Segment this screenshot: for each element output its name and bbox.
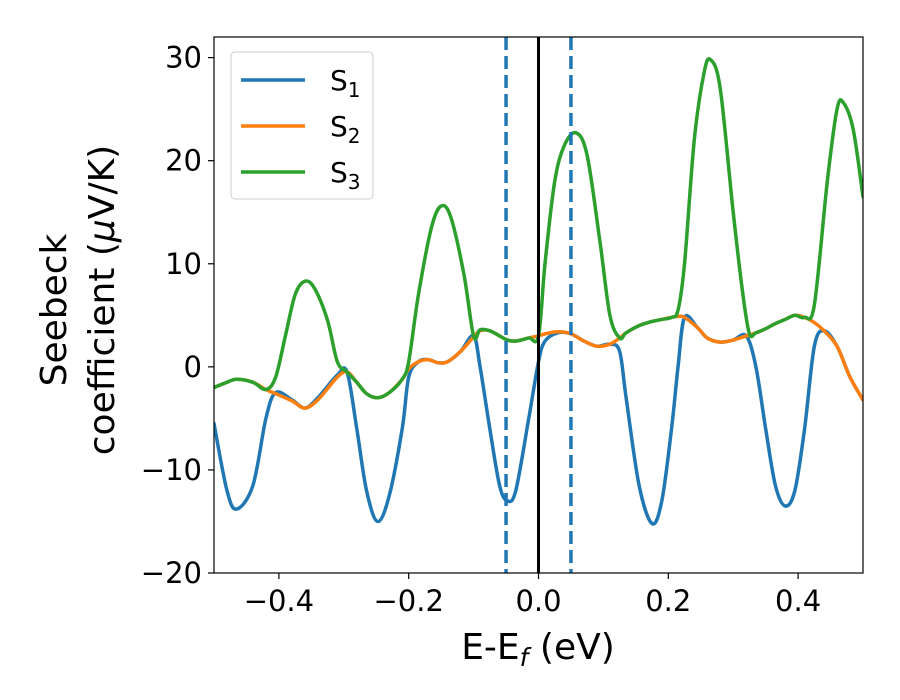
y-axis-ticks: −20 −10 0 10 20 30 [141, 41, 214, 590]
legend-label-s1: S1 [330, 64, 361, 102]
x-axis-ticks: −0.4 −0.2 0.0 0.2 0.4 [244, 573, 821, 618]
y-tick-label: 30 [165, 41, 202, 75]
y-axis-label-line1: Seebeck [34, 233, 75, 386]
x-tick-label: 0.2 [645, 584, 691, 618]
x-tick-label: −0.4 [244, 584, 314, 618]
y-tick-label: −20 [141, 556, 202, 590]
y-tick-label: 20 [165, 144, 202, 178]
x-tick-label: −0.2 [373, 584, 443, 618]
y-tick-label: −10 [141, 453, 202, 487]
reference-lines [504, 37, 573, 573]
legend-label-s2: S2 [330, 110, 361, 148]
x-tick-label: 0.4 [775, 584, 821, 618]
y-tick-label: 0 [184, 350, 202, 384]
series-line-s3 [214, 57, 863, 400]
x-tick-label: 0.0 [515, 584, 561, 618]
x-axis-label: E-Ef (eV) [461, 627, 615, 672]
legend-label-s3: S3 [330, 156, 361, 194]
legend: S1 S2 S3 [230, 51, 374, 200]
y-tick-label: 10 [165, 247, 202, 281]
y-axis-label-line2: coefficient (μV/K) [82, 145, 123, 455]
series-lines [214, 57, 863, 526]
